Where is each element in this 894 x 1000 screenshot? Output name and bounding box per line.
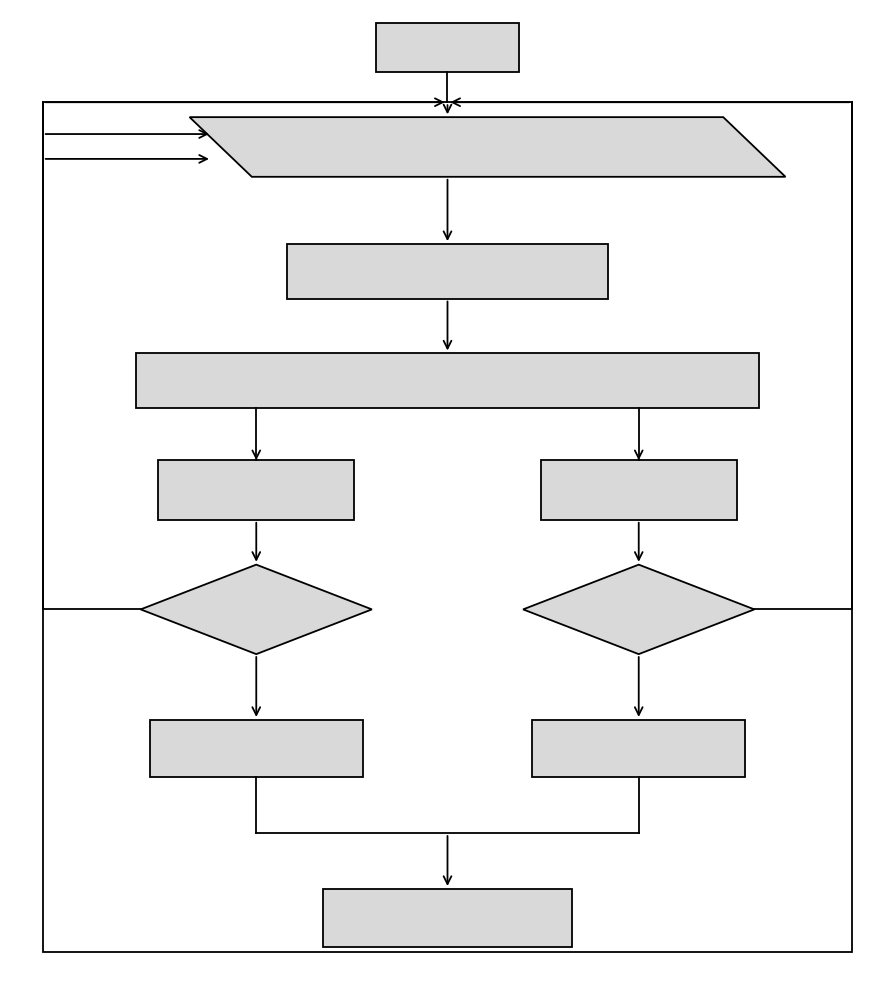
Bar <box>136 353 758 408</box>
Bar <box>323 889 571 947</box>
Bar <box>158 460 354 520</box>
Polygon shape <box>140 565 372 654</box>
Bar <box>149 720 363 777</box>
Bar <box>43 102 851 952</box>
Polygon shape <box>522 565 754 654</box>
Bar <box>375 23 519 72</box>
Polygon shape <box>190 117 785 177</box>
Bar <box>540 460 736 520</box>
Bar <box>531 720 745 777</box>
Bar <box>287 244 607 299</box>
